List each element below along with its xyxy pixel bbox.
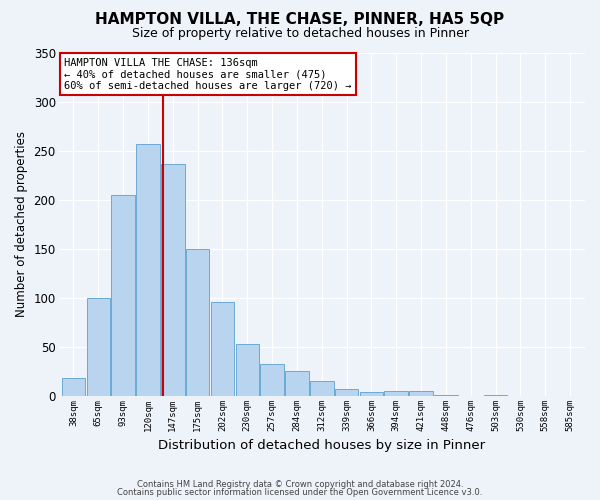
- Bar: [285, 370, 309, 396]
- Bar: [385, 391, 408, 396]
- Bar: [335, 390, 358, 396]
- Bar: [86, 298, 110, 396]
- Bar: [186, 249, 209, 396]
- Bar: [211, 302, 234, 396]
- Bar: [260, 364, 284, 396]
- Text: Contains HM Land Registry data © Crown copyright and database right 2024.: Contains HM Land Registry data © Crown c…: [137, 480, 463, 489]
- Bar: [434, 395, 458, 396]
- Bar: [359, 392, 383, 396]
- Bar: [136, 144, 160, 396]
- Bar: [409, 391, 433, 396]
- Bar: [112, 195, 135, 396]
- X-axis label: Distribution of detached houses by size in Pinner: Distribution of detached houses by size …: [158, 440, 485, 452]
- Text: HAMPTON VILLA THE CHASE: 136sqm
← 40% of detached houses are smaller (475)
60% o: HAMPTON VILLA THE CHASE: 136sqm ← 40% of…: [64, 58, 352, 91]
- Y-axis label: Number of detached properties: Number of detached properties: [15, 132, 28, 318]
- Text: HAMPTON VILLA, THE CHASE, PINNER, HA5 5QP: HAMPTON VILLA, THE CHASE, PINNER, HA5 5Q…: [95, 12, 505, 28]
- Text: Contains public sector information licensed under the Open Government Licence v3: Contains public sector information licen…: [118, 488, 482, 497]
- Text: Size of property relative to detached houses in Pinner: Size of property relative to detached ho…: [131, 28, 469, 40]
- Bar: [161, 164, 185, 396]
- Bar: [310, 382, 334, 396]
- Bar: [484, 395, 508, 396]
- Bar: [62, 378, 85, 396]
- Bar: [236, 344, 259, 396]
